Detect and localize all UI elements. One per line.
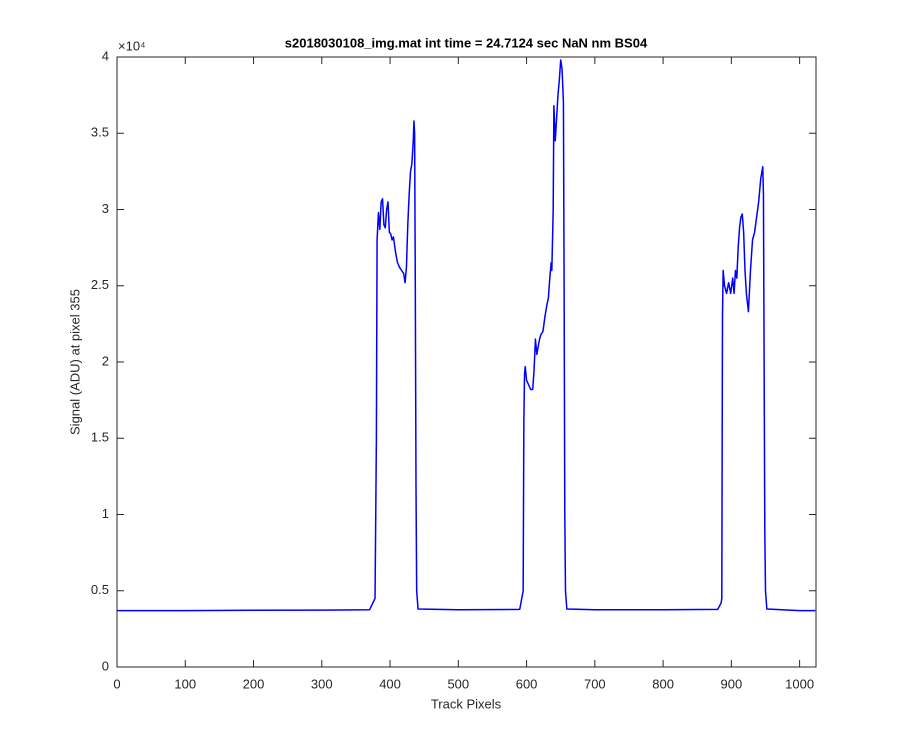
y-axis-label: Signal (ADU) at pixel 355 — [67, 289, 82, 435]
x-tick-label: 100 — [174, 676, 196, 691]
y-tick-label: 2 — [102, 353, 109, 368]
data-line — [117, 59, 816, 612]
x-tick-label: 500 — [447, 676, 469, 691]
y-tick-label: 4 — [102, 48, 109, 63]
x-tick-label: 1000 — [785, 676, 814, 691]
y-tick-label: 3 — [102, 201, 109, 216]
x-tick-label: 600 — [516, 676, 538, 691]
chart-title: s2018030108_img.mat int time = 24.7124 s… — [285, 35, 648, 50]
y-exponent-label: ×10⁴ — [118, 38, 146, 53]
x-tick-label: 200 — [243, 676, 265, 691]
x-tick-label: 0 — [113, 676, 120, 691]
y-tick-label: 3.5 — [91, 125, 109, 140]
x-tick-label: 700 — [584, 676, 606, 691]
x-tick-label: 300 — [311, 676, 333, 691]
y-tick-label: 1 — [102, 506, 109, 521]
y-tick-label: 0 — [102, 658, 109, 673]
y-tick-label: 1.5 — [91, 430, 109, 445]
axes-box — [116, 56, 817, 668]
y-tick-label: 2.5 — [91, 277, 109, 292]
x-tick-label: 800 — [652, 676, 674, 691]
x-axis-label: Track Pixels — [431, 696, 502, 711]
x-tick-label: 400 — [379, 676, 401, 691]
x-tick-label: 900 — [721, 676, 743, 691]
y-tick-label: 0.5 — [91, 582, 109, 597]
